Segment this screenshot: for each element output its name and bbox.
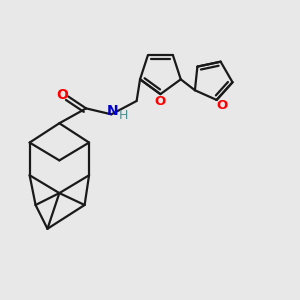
- Text: H: H: [118, 109, 128, 122]
- Text: O: O: [216, 99, 228, 112]
- Text: N: N: [107, 104, 119, 118]
- Text: O: O: [56, 88, 68, 102]
- Text: O: O: [155, 95, 166, 108]
